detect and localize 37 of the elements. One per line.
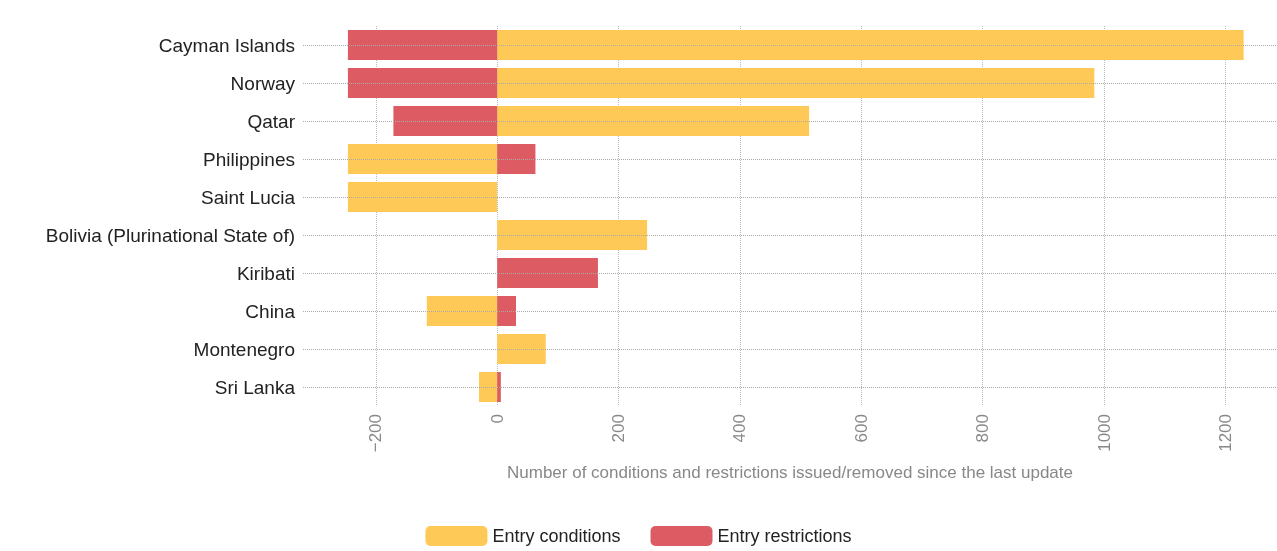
bar bbox=[497, 295, 517, 327]
legend-label: Entry restrictions bbox=[717, 526, 852, 546]
y-tick-label: Qatar bbox=[247, 110, 296, 132]
x-tick-label: 800 bbox=[973, 414, 993, 443]
y-tick-label: Bolivia (Plurinational State of) bbox=[45, 224, 295, 246]
y-tick-label: Kiribati bbox=[236, 262, 295, 284]
bar bbox=[347, 29, 498, 61]
bar bbox=[497, 219, 648, 251]
x-tick-label: 1000 bbox=[1094, 414, 1114, 452]
y-tick-label: Saint Lucia bbox=[200, 186, 296, 208]
x-axis-title: Number of conditions and restrictions issued/removed since the last update bbox=[506, 463, 1074, 482]
y-tick-label: Cayman Islands bbox=[158, 34, 295, 56]
x-tick-label: 1200 bbox=[1215, 414, 1235, 452]
bar bbox=[497, 67, 1095, 99]
bar bbox=[497, 371, 501, 403]
x-tick-label: −200 bbox=[366, 414, 386, 453]
x-tick-label: 600 bbox=[851, 414, 871, 443]
bar bbox=[393, 105, 498, 137]
x-tick-label: 200 bbox=[609, 414, 629, 443]
bar bbox=[497, 29, 1244, 61]
bar bbox=[497, 333, 546, 365]
x-tick-label: 400 bbox=[730, 414, 750, 443]
legend-label: Entry conditions bbox=[492, 526, 621, 546]
y-tick-label: Montenegro bbox=[193, 338, 295, 360]
bar bbox=[497, 143, 536, 175]
bar bbox=[347, 143, 498, 175]
bar bbox=[478, 371, 498, 403]
bar bbox=[497, 257, 598, 289]
x-tick-label: 0 bbox=[487, 414, 507, 424]
bar bbox=[497, 105, 810, 137]
y-tick-label: Sri Lanka bbox=[214, 376, 296, 398]
bar bbox=[426, 295, 498, 327]
y-tick-label: Norway bbox=[230, 72, 296, 94]
bar bbox=[347, 181, 498, 213]
bar bbox=[347, 67, 498, 99]
y-tick-label: Philippines bbox=[203, 148, 295, 170]
y-tick-label: China bbox=[245, 300, 296, 322]
